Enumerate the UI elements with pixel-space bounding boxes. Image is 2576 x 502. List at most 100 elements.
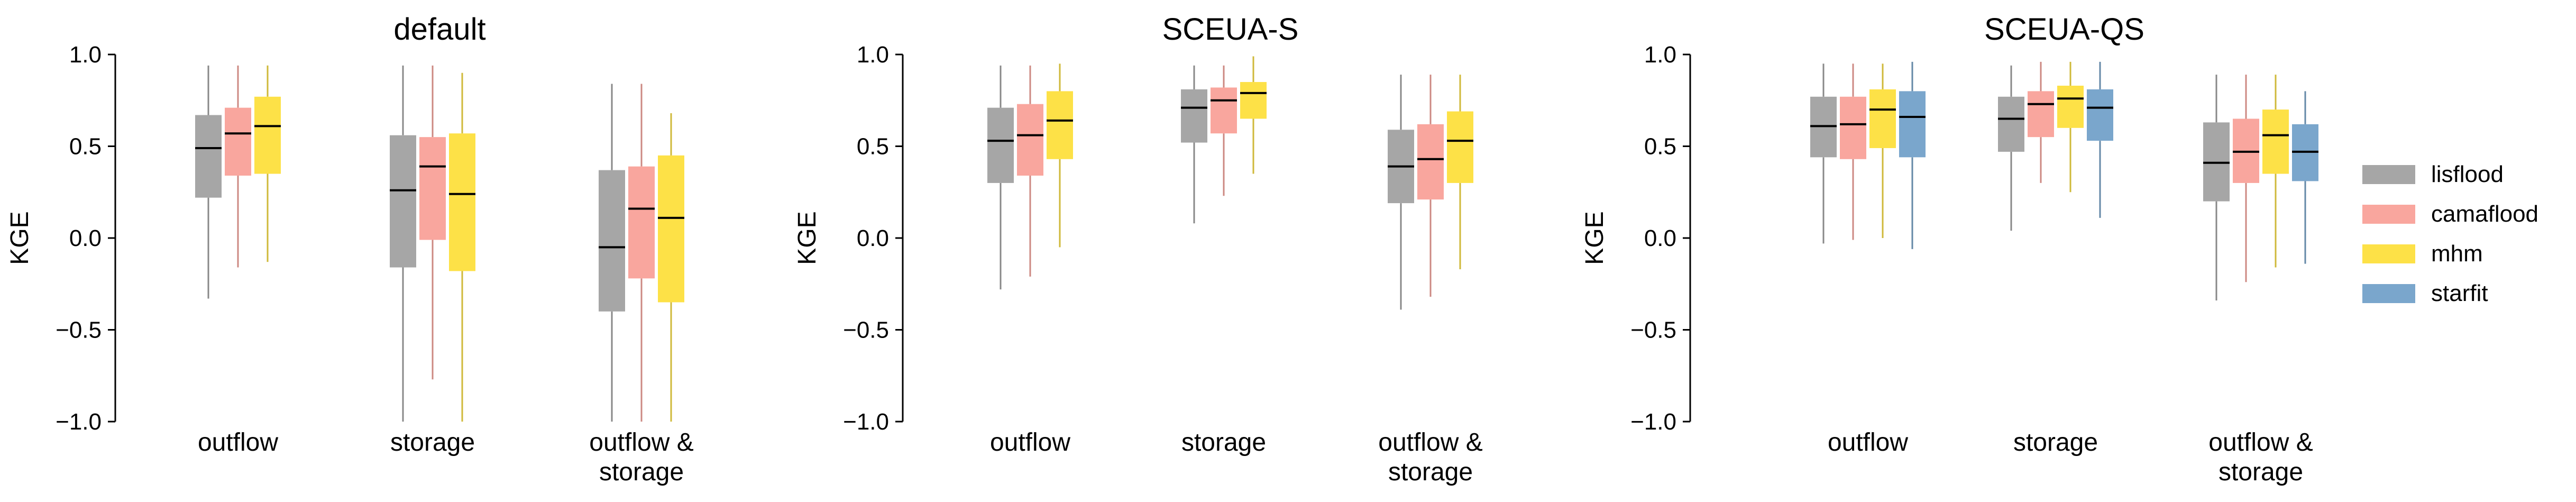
y-tick-label: 0.5 — [69, 134, 102, 160]
legend-swatch — [2362, 284, 2415, 303]
y-axis-label: KGE — [1581, 211, 1609, 264]
x-category-label: storage — [1181, 428, 1266, 457]
x-category-label: storage — [2013, 428, 2098, 457]
box-iqr — [628, 166, 655, 279]
y-tick-label: 0.0 — [69, 225, 102, 251]
box-camaflood — [225, 65, 251, 268]
x-category-label: outflow — [990, 428, 1070, 457]
box-mhm — [1047, 63, 1073, 248]
legend-label: mhm — [2431, 241, 2483, 267]
box-iqr — [1017, 104, 1043, 176]
box-iqr — [1840, 96, 1866, 159]
box-mhm — [449, 72, 475, 422]
legend-swatch — [2362, 165, 2415, 184]
box-group-outflow-storage: outflow & storage — [589, 84, 694, 486]
box-lisflood — [1998, 65, 2024, 231]
x-category-label: storage — [390, 428, 475, 457]
box-camaflood — [419, 65, 446, 380]
legend-item-camaflood: camaflood — [2362, 201, 2538, 227]
box-iqr — [2028, 91, 2054, 138]
y-tick-label: 1.0 — [69, 42, 102, 68]
y-tick-label: −0.5 — [56, 317, 102, 343]
box-lisflood — [390, 65, 416, 422]
y-tick-label: −0.5 — [843, 317, 889, 343]
x-category-label: outflow & storage — [2208, 428, 2313, 486]
box-iqr — [2262, 109, 2289, 174]
box-lisflood — [1388, 75, 1414, 310]
box-iqr — [1447, 111, 1473, 183]
box-camaflood — [2233, 75, 2259, 282]
box-mhm — [1869, 63, 1896, 238]
y-tick-label: −1.0 — [1630, 409, 1676, 435]
box-iqr — [254, 96, 281, 174]
box-mhm — [1240, 56, 1267, 174]
box-lisflood — [195, 65, 222, 299]
box-iqr — [1998, 96, 2024, 152]
box-iqr — [1047, 91, 1073, 159]
panel-sceua-s: SCEUA-S 1.0 0.5 0.0 −0.5 −1.0 KGE outflow storag… — [793, 12, 1483, 486]
box-mhm — [1447, 75, 1473, 269]
box-iqr — [599, 170, 625, 312]
box-iqr — [195, 115, 222, 198]
panel-title: SCEUA-S — [1162, 12, 1299, 47]
box-iqr — [1240, 82, 1267, 119]
box-lisflood — [1181, 65, 1207, 224]
box-starfit — [2292, 91, 2318, 264]
box-group-storage: storage — [1998, 61, 2113, 457]
box-group-outflow: outflow — [195, 65, 281, 457]
box-iqr — [1181, 89, 1207, 143]
legend: lisflood camaflood mhm starfit — [2362, 161, 2538, 306]
legend-item-starfit: starfit — [2362, 280, 2488, 306]
box-iqr — [449, 133, 475, 271]
x-category-label: outflow — [198, 428, 278, 457]
x-category-label: outflow — [1828, 428, 1908, 457]
box-lisflood — [987, 65, 1014, 290]
box-starfit — [2087, 61, 2113, 218]
box-iqr — [2057, 85, 2084, 128]
box-mhm — [254, 65, 281, 262]
box-iqr — [2087, 89, 2113, 141]
legend-label: starfit — [2431, 280, 2488, 306]
box-iqr — [987, 107, 1014, 183]
box-iqr — [1417, 124, 1444, 200]
box-group-outflow-storage: outflow & storage — [2203, 75, 2318, 486]
box-camaflood — [1211, 65, 1237, 196]
legend-swatch — [2362, 244, 2415, 263]
box-lisflood — [2203, 75, 2230, 300]
panel-default: default 1.0 0.5 0.0 −0.5 −1.0 KGE outflow storag… — [6, 12, 694, 486]
legend-item-lisflood: lisflood — [2362, 161, 2504, 187]
y-axis-label: KGE — [793, 211, 821, 264]
box-camaflood — [1840, 63, 1866, 240]
box-iqr — [390, 135, 416, 268]
legend-item-mhm: mhm — [2362, 241, 2483, 267]
legend-label: camaflood — [2431, 201, 2538, 227]
box-camaflood — [1417, 75, 1444, 297]
box-group-storage: storage — [390, 65, 475, 457]
box-group-outflow-storage: outflow & storage — [1378, 75, 1483, 486]
box-iqr — [1869, 89, 1896, 148]
box-iqr — [1211, 87, 1237, 134]
box-camaflood — [1017, 65, 1043, 277]
x-category-label: outflow & storage — [589, 428, 693, 486]
y-tick-label: 1.0 — [1644, 42, 1676, 68]
box-iqr — [225, 107, 251, 176]
y-tick-label: 0.0 — [1644, 225, 1676, 251]
y-tick-label: 1.0 — [857, 42, 889, 68]
box-camaflood — [628, 84, 655, 422]
box-camaflood — [2028, 61, 2054, 183]
y-tick-label: 0.0 — [857, 225, 889, 251]
box-mhm — [2262, 75, 2289, 268]
box-mhm — [2057, 61, 2084, 193]
legend-swatch — [2362, 205, 2415, 224]
box-group-outflow: outflow — [987, 63, 1073, 457]
x-category-label: outflow & storage — [1378, 428, 1482, 486]
box-group-storage: storage — [1181, 56, 1267, 457]
y-tick-label: −1.0 — [56, 409, 102, 435]
legend-label: lisflood — [2431, 161, 2504, 187]
box-starfit — [1899, 61, 1926, 249]
y-axis-label: KGE — [6, 211, 34, 264]
y-tick-label: −0.5 — [1630, 317, 1676, 343]
y-tick-label: −1.0 — [843, 409, 889, 435]
panel-title: default — [393, 12, 485, 47]
